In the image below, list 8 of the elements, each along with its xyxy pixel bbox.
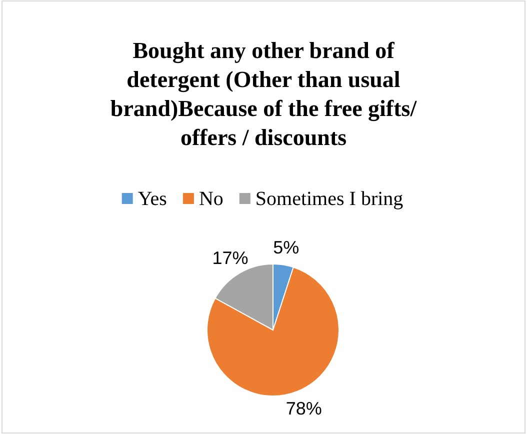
data-label: 5% [273, 237, 300, 258]
data-label: 17% [212, 248, 248, 268]
chart-title: Bought any other brand of detergent (Other than usual brand)Because of the free gifts/ offers / discounts [110, 38, 418, 150]
data-label: 78% [286, 398, 322, 418]
pie-slice [206, 266, 340, 396]
legend-label: Yes [138, 188, 168, 210]
legend-label: No [198, 188, 224, 210]
legend-label: Sometimes I bring [255, 188, 404, 210]
